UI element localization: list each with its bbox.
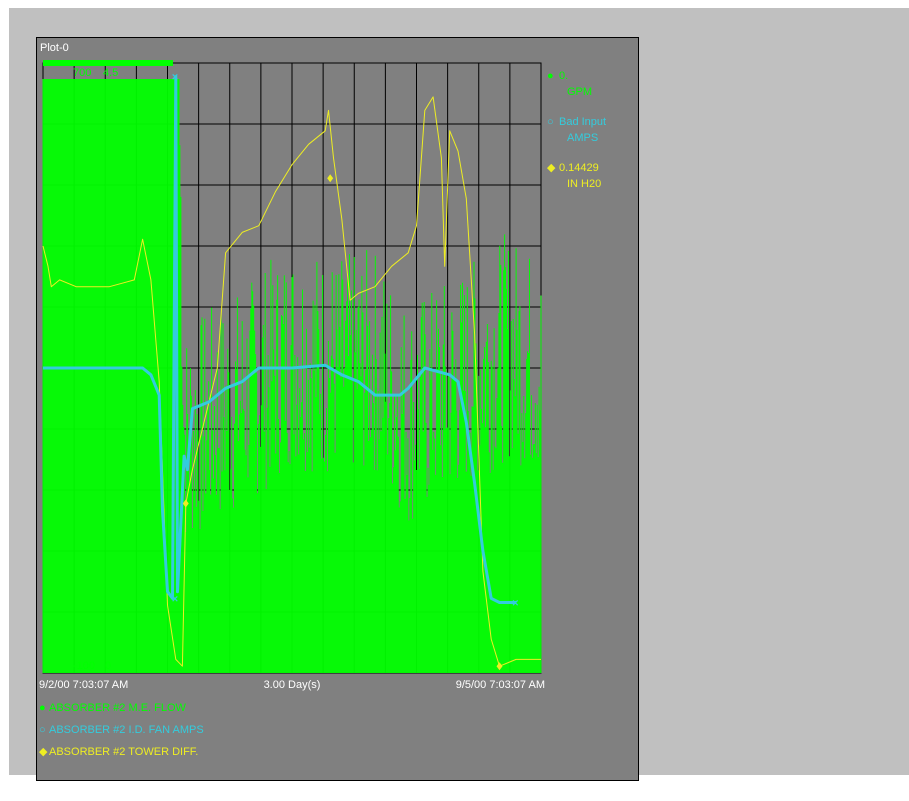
- legend-marker-2: ○: [39, 724, 46, 736]
- x-end-label: 9/5/00 7:03:07 AM: [456, 679, 545, 691]
- amps-marker-low: ×: [172, 593, 178, 605]
- legend-marker-3: ◆: [39, 746, 48, 758]
- amps-marker-top: ×: [172, 72, 178, 84]
- flow-series-line: [42, 79, 542, 673]
- diff-marker-2: [327, 174, 334, 183]
- trend-window: Plot-0 700 4.5 -100 0 × × × ● 0. GPM ○ Bad Input AMPS…: [9, 8, 909, 781]
- amps-unit: AMPS: [567, 132, 598, 144]
- flow-top-band: [43, 60, 173, 66]
- plot-title: Plot-0: [40, 42, 69, 54]
- diff-unit: IN H20: [567, 178, 601, 190]
- flow-current-value: 0.: [559, 70, 568, 82]
- plot-panel: Plot-0 700 4.5 -100 0 × × × ● 0. GPM ○ Bad Input AMPS…: [36, 37, 639, 781]
- diff-marker-1: [182, 499, 189, 508]
- amps-current-value: Bad Input: [559, 116, 606, 128]
- amps-legend-marker: ○: [547, 116, 554, 128]
- flow-legend-marker: ●: [547, 70, 554, 82]
- x-start-label: 9/2/00 7:03:07 AM: [39, 679, 128, 691]
- diff-series-line: [42, 96, 541, 667]
- amps-marker-end: ×: [512, 598, 518, 610]
- x-span-label: 3.00 Day(s): [264, 679, 321, 691]
- trend-chart[interactable]: Plot-0 700 4.5 -100 0 × × × ● 0. GPM ○ Bad Input AMPS…: [37, 38, 638, 780]
- diff-legend-marker: ◆: [547, 162, 556, 174]
- flow-unit: GPM: [567, 86, 592, 98]
- y-bottom-label-amps: 0: [105, 660, 111, 672]
- y-top-label-amps: 4.5: [103, 67, 118, 79]
- diff-current-value: 0.14429: [559, 162, 599, 174]
- legend-label-3: ABSORBER #2 TOWER DIFF.: [49, 746, 198, 758]
- legend-label-2: ABSORBER #2 I.D. FAN AMPS: [49, 724, 204, 736]
- legend-marker-1: ●: [39, 702, 46, 714]
- amps-series-line: [43, 75, 517, 604]
- y-bottom-label-flow: -100: [73, 660, 95, 672]
- y-top-label-flow: 700: [73, 67, 91, 79]
- diff-marker-3: [496, 662, 503, 671]
- legend-label-1: ABSORBER #2 M.E. FLOW: [49, 702, 187, 714]
